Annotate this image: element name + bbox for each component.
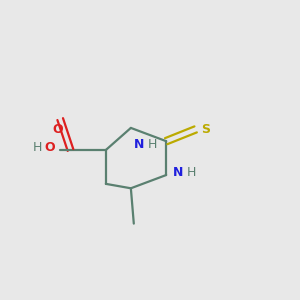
Text: O: O	[52, 123, 63, 136]
Text: O: O	[45, 141, 56, 154]
Text: H: H	[33, 141, 43, 154]
Text: H: H	[187, 166, 196, 178]
Text: N: N	[173, 166, 183, 178]
Text: H: H	[148, 138, 157, 151]
Text: S: S	[201, 123, 210, 136]
Text: N: N	[134, 138, 144, 151]
